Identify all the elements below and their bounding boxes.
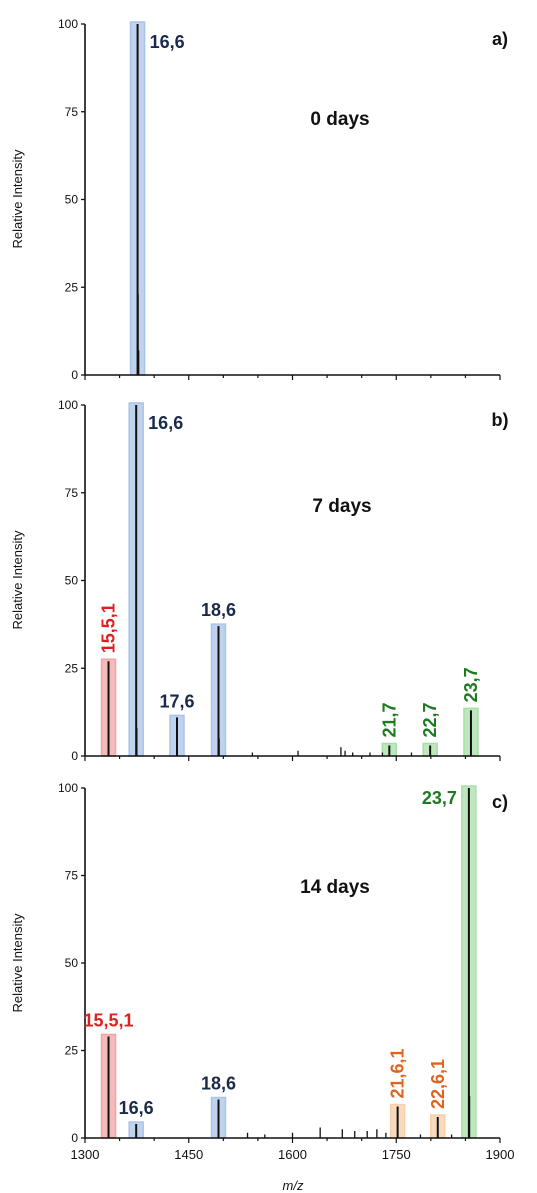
x-tick-label: 1750 — [382, 1147, 411, 1162]
y-tick-label: 75 — [65, 486, 79, 500]
y-axis-label: Relative Intensity — [10, 530, 25, 629]
panel-label: c) — [492, 792, 508, 812]
y-tick-label: 25 — [65, 1044, 79, 1058]
peak-label: 16,6 — [150, 32, 185, 52]
panel-c: c) 14 days Relative Intensity m/z 0 25 50 7… — [10, 781, 514, 1193]
y-tick-label: 50 — [65, 574, 79, 588]
y-tick-label: 25 — [65, 661, 79, 675]
peak-label: 21,6,1 — [388, 1048, 408, 1098]
y-axis-label: Relative Intensity — [10, 913, 25, 1012]
x-tick-label: 1600 — [278, 1147, 307, 1162]
panel-label: b) — [492, 410, 509, 430]
peak-label: 16,6 — [119, 1098, 154, 1118]
peak-label: 18,6 — [201, 1074, 236, 1094]
y-tick-label: 50 — [65, 193, 79, 207]
peak-label: 15,5,1 — [99, 603, 119, 653]
x-tick-label: 1300 — [71, 1147, 100, 1162]
peak-label: 23,7 — [422, 788, 457, 808]
y-tick-label: 0 — [71, 1131, 78, 1145]
y-tick-label: 25 — [65, 280, 79, 294]
y-tick-label: 50 — [65, 956, 79, 970]
x-tick-label: 1450 — [174, 1147, 203, 1162]
y-tick-label: 75 — [65, 869, 79, 883]
peak-label: 15,5,1 — [83, 1011, 133, 1031]
panel-a: a) 0 days Relative Intensity 0 25 50 75 100 1… — [10, 17, 508, 382]
panel-b: b) 7 days Relative Intensity 0 25 50 75 100 1… — [10, 398, 509, 763]
peak-label: 23,7 — [461, 667, 481, 702]
y-tick-label: 0 — [71, 749, 78, 763]
peak-label: 18,6 — [201, 600, 236, 620]
panel-label: a) — [492, 29, 508, 49]
peak-label: 17,6 — [159, 691, 194, 711]
y-tick-label: 0 — [71, 368, 78, 382]
peak-label: 22,7 — [420, 702, 440, 737]
y-tick-label: 75 — [65, 105, 79, 119]
x-axis-label: m/z — [283, 1178, 304, 1193]
peak-label: 22,6,1 — [428, 1059, 448, 1109]
y-tick-label: 100 — [58, 17, 78, 31]
time-annotation: 14 days — [300, 877, 370, 898]
peak-label: 21,7 — [379, 702, 399, 737]
x-tick-label: 1900 — [486, 1147, 515, 1162]
peak-label: 16,6 — [148, 413, 183, 433]
y-tick-label: 100 — [58, 398, 78, 412]
time-annotation: 0 days — [310, 109, 369, 130]
time-annotation: 7 days — [312, 496, 371, 517]
y-tick-label: 100 — [58, 781, 78, 795]
y-axis-label: Relative Intensity — [10, 149, 25, 248]
